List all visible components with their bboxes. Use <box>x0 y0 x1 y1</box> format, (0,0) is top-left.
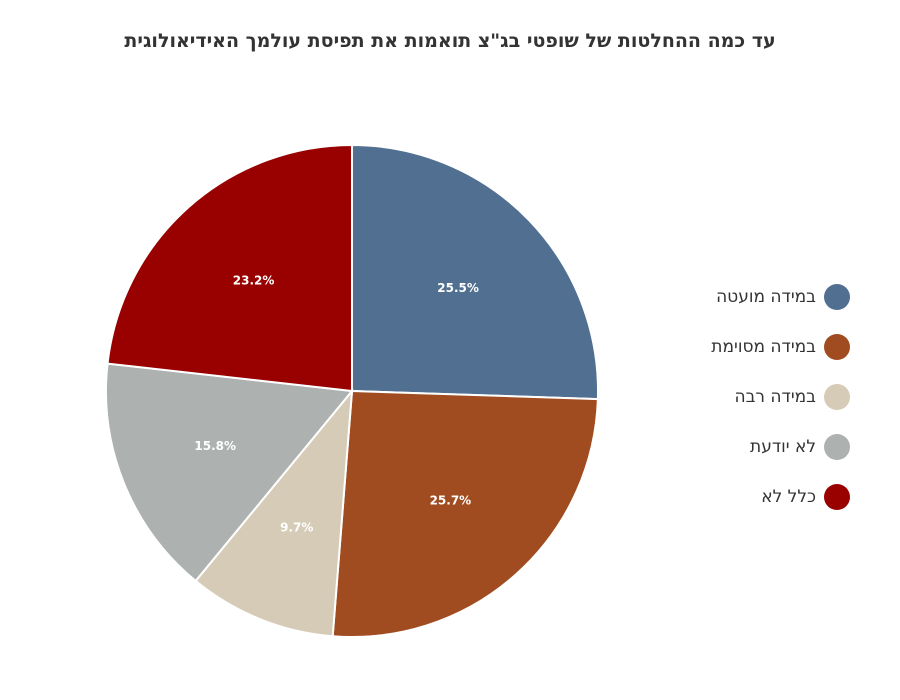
legend-item-1: במידה מסוימת <box>640 322 850 372</box>
legend-swatch-3 <box>824 434 850 460</box>
legend-item-4: כלל לא <box>640 472 850 522</box>
slice-label-2: 9.7% <box>280 520 313 534</box>
legend: במידה מועטה במידה מסוימת במידה רבה לא יודעת… <box>640 272 850 522</box>
legend-swatch-0 <box>824 284 850 310</box>
legend-swatch-2 <box>824 384 850 410</box>
legend-item-3: לא יודעת <box>640 422 850 472</box>
slice-label-3: 15.8% <box>194 439 236 453</box>
legend-label-3: לא יודעת <box>750 437 816 457</box>
legend-swatch-4 <box>824 484 850 510</box>
slice-label-4: 23.2% <box>233 273 275 287</box>
legend-label-0: במידה מועטה <box>716 287 816 307</box>
pie-slice-0 <box>351 143 599 401</box>
chart-title: עד כמה ההחלטות של שופטי בג"צ תואמות את ת… <box>124 30 776 52</box>
pie-slice-4 <box>106 143 353 393</box>
slice-label-1: 25.7% <box>430 494 472 508</box>
pie-slice-3 <box>105 362 354 583</box>
pie-slice-2 <box>194 387 354 638</box>
legend-item-0: במידה מועטה <box>640 272 850 322</box>
legend-label-2: במידה רבה <box>734 387 817 407</box>
legend-swatch-1 <box>824 334 850 360</box>
legend-label-4: כלל לא <box>761 487 816 507</box>
legend-label-1: במידה מסוימת <box>711 337 816 357</box>
pie-slice-1 <box>331 389 599 638</box>
slice-label-0: 25.5% <box>437 281 479 295</box>
legend-item-2: במידה רבה <box>640 372 850 422</box>
